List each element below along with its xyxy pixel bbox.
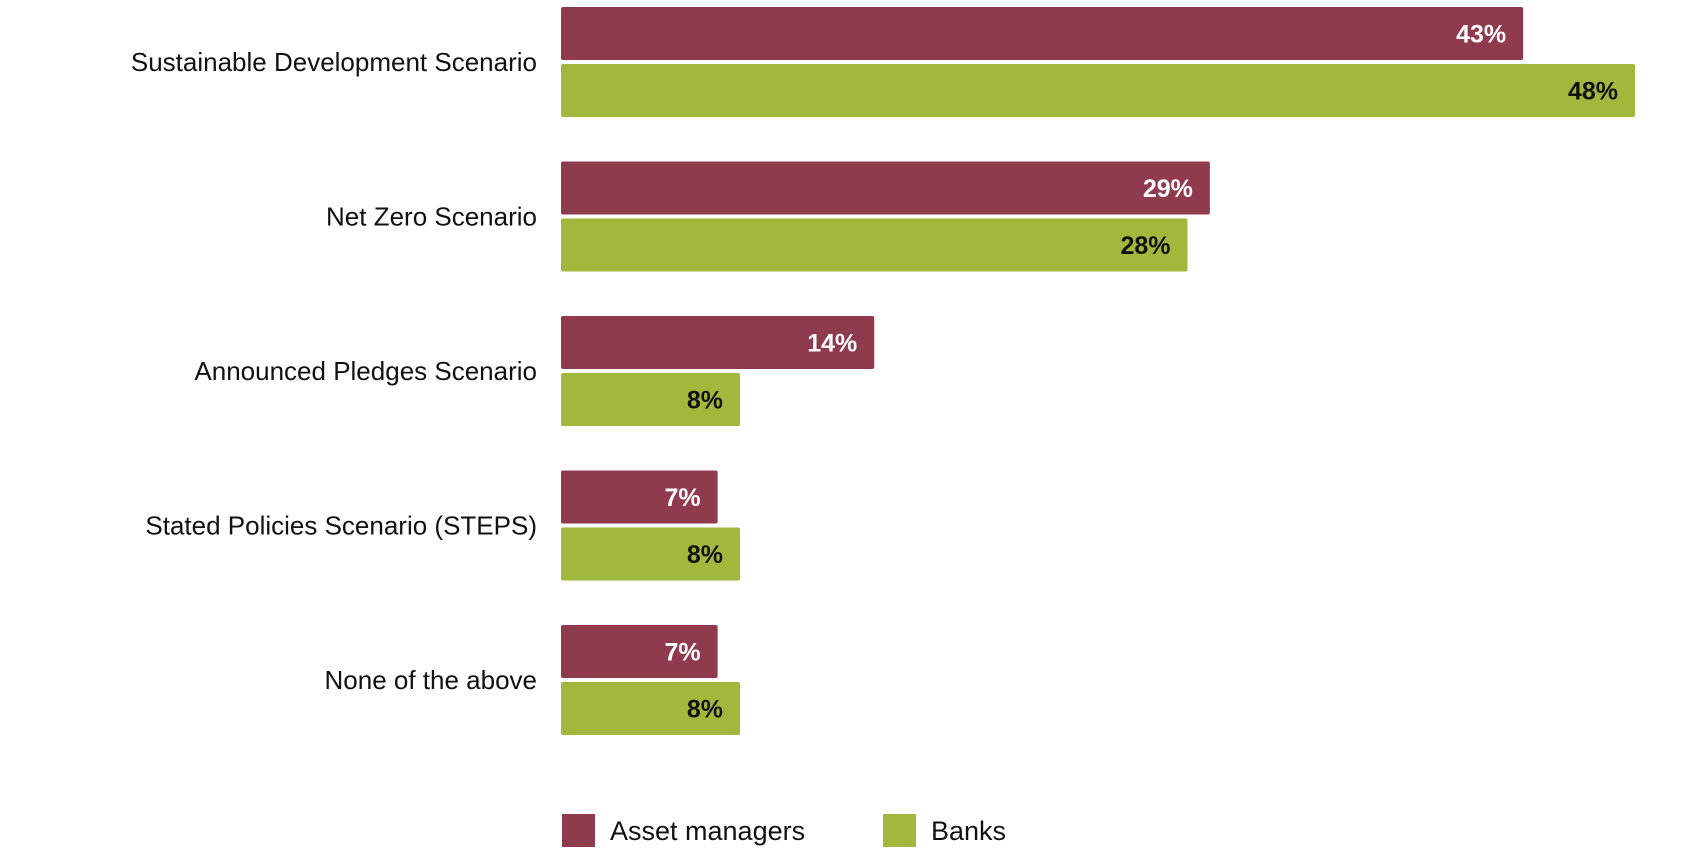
category-label: None of the above (325, 665, 538, 695)
legend-swatch-banks (883, 814, 916, 847)
bar-banks (561, 527, 740, 581)
data-label: 29% (1143, 175, 1193, 203)
category-label: Sustainable Development Scenario (131, 47, 537, 77)
data-label: 8% (687, 696, 723, 724)
legend-swatch-asset-managers (562, 814, 595, 847)
data-label: 8% (687, 387, 723, 415)
bar-banks (561, 64, 1635, 117)
bar-asset-managers (561, 7, 1524, 60)
bar-asset-managers (561, 161, 1210, 215)
bar-banks (561, 218, 1188, 272)
legend-label-asset-managers: Asset managers (610, 816, 805, 846)
legend: Asset managers Banks (562, 814, 1006, 847)
data-label: 43% (1456, 21, 1506, 49)
data-label: 7% (664, 639, 700, 667)
legend-label-banks: Banks (931, 816, 1006, 846)
data-label: 8% (687, 541, 723, 569)
category-label: Announced Pledges Scenario (194, 356, 537, 386)
bar-banks (561, 682, 740, 735)
bar-asset-managers (561, 316, 875, 369)
bar-asset-managers (561, 625, 718, 678)
labels-layer: Sustainable Development Scenario 43% 48% Ne… (131, 21, 1618, 724)
data-label: 7% (664, 484, 700, 512)
category-label: Stated Policies Scenario (STEPS) (145, 511, 537, 541)
data-label: 48% (1568, 78, 1618, 106)
category-label: Net Zero Scenario (326, 202, 537, 232)
data-label: 28% (1120, 232, 1170, 260)
data-label: 14% (807, 330, 857, 358)
bar-asset-managers (561, 470, 718, 524)
bars-layer (561, 7, 1635, 735)
bar-banks (561, 373, 740, 426)
